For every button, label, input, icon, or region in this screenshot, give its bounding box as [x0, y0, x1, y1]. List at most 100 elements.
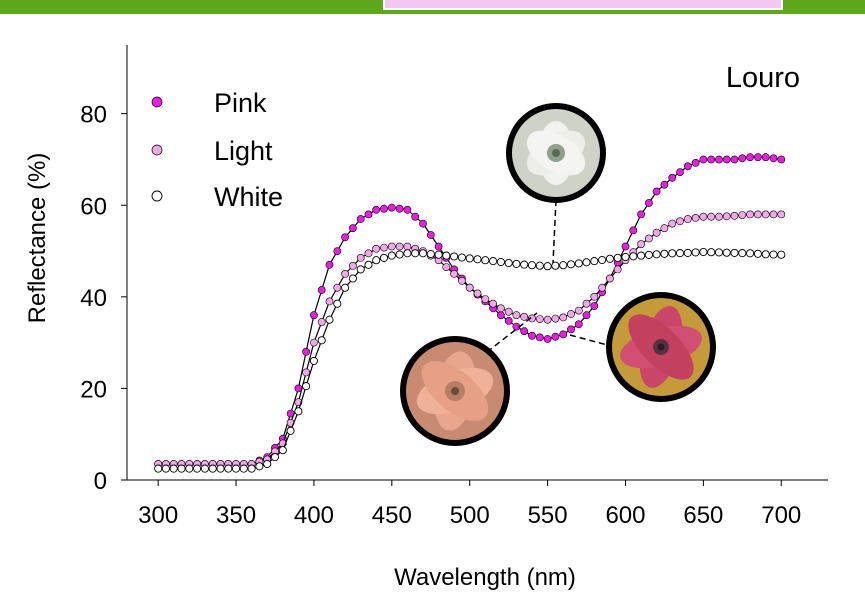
- point-white-390: [294, 407, 303, 416]
- point-white-450: [387, 251, 396, 260]
- point-light-700: [777, 210, 786, 219]
- point-white-365: [255, 462, 264, 471]
- y-tick-label-60: 60: [80, 193, 107, 220]
- flower-photo-white: [506, 103, 606, 203]
- callout-line-peach: [486, 312, 538, 353]
- x-axis-label: Wavelength (nm): [394, 564, 576, 591]
- point-pink-555: [551, 332, 560, 341]
- point-light-485: [442, 263, 451, 271]
- point-white-535: [520, 260, 529, 269]
- point-light-430: [356, 253, 365, 262]
- point-pink-430: [356, 215, 365, 223]
- point-light-615: [645, 234, 653, 243]
- x-tick-label-700: 700: [761, 502, 801, 529]
- point-white-405: [317, 336, 326, 345]
- point-pink-415: [333, 247, 342, 255]
- point-pink-600: [621, 242, 630, 251]
- point-pink-400: [309, 311, 318, 320]
- point-white-375: [270, 453, 280, 462]
- point-pink-625: [660, 180, 669, 189]
- flower-photo-peach: [400, 336, 510, 446]
- point-light-565: [567, 310, 575, 318]
- point-pink-605: [629, 226, 638, 235]
- point-light-575: [582, 299, 591, 308]
- point-white-445: [379, 253, 389, 262]
- point-light-655: [707, 212, 716, 221]
- point-white-430: [356, 265, 365, 274]
- point-pink-660: [715, 155, 723, 164]
- point-white-330: [200, 464, 209, 473]
- point-light-490: [450, 269, 458, 278]
- point-light-545: [535, 315, 544, 323]
- point-pink-615: [645, 199, 653, 207]
- point-light-395: [302, 368, 310, 377]
- point-white-560: [559, 261, 568, 270]
- point-light-590: [606, 274, 614, 283]
- point-pink-580: [590, 302, 599, 310]
- flower-photo-pink: [606, 292, 716, 402]
- point-white-570: [574, 259, 583, 268]
- point-light-560: [559, 313, 568, 322]
- point-pink-695: [769, 154, 778, 163]
- point-white-415: [333, 299, 342, 308]
- point-pink-545: [535, 333, 544, 342]
- point-pink-665: [722, 155, 731, 164]
- point-white-350: [231, 464, 241, 473]
- point-pink-435: [364, 210, 373, 219]
- point-white-615: [644, 250, 653, 259]
- point-white-695: [769, 250, 778, 259]
- point-white-475: [426, 249, 435, 259]
- point-light-445: [380, 243, 388, 252]
- point-pink-670: [730, 155, 739, 164]
- point-white-315: [177, 464, 186, 473]
- point-white-505: [473, 255, 482, 264]
- y-tick-label-40: 40: [80, 285, 107, 312]
- axes: [126, 45, 828, 481]
- callout-line-white: [552, 199, 557, 264]
- point-pink-535: [520, 327, 529, 336]
- point-light-450: [387, 242, 396, 251]
- point-white-580: [590, 257, 599, 266]
- point-pink-395: [302, 347, 310, 356]
- point-white-670: [730, 248, 739, 257]
- point-white-545: [535, 261, 544, 270]
- point-white-380: [278, 446, 287, 455]
- point-light-460: [403, 242, 412, 251]
- point-light-595: [613, 265, 622, 274]
- point-white-370: [263, 459, 272, 469]
- point-light-570: [574, 306, 583, 315]
- y-tick-label-20: 20: [80, 376, 107, 403]
- point-light-505: [473, 289, 482, 298]
- point-white-510: [481, 256, 490, 265]
- point-light-620: [652, 228, 661, 237]
- point-light-665: [722, 212, 731, 221]
- point-light-540: [528, 314, 536, 323]
- point-pink-470: [419, 219, 427, 228]
- point-pink-685: [754, 153, 762, 162]
- callout-line-pink: [569, 334, 612, 347]
- point-light-410: [325, 297, 334, 306]
- legend-label-light: Light: [214, 136, 273, 166]
- point-white-665: [722, 248, 731, 257]
- point-pink-635: [676, 168, 684, 176]
- point-white-550: [543, 262, 552, 271]
- point-white-425: [348, 274, 357, 283]
- point-pink-480: [434, 242, 443, 251]
- point-pink-560: [559, 330, 568, 339]
- point-white-455: [395, 250, 404, 259]
- legend-marker-light: [151, 144, 163, 156]
- point-white-320: [185, 464, 194, 473]
- point-light-660: [715, 212, 723, 221]
- point-pink-680: [746, 153, 754, 162]
- point-light-420: [341, 269, 349, 278]
- point-light-555: [551, 314, 560, 323]
- point-pink-460: [403, 205, 412, 214]
- point-pink-475: [426, 231, 435, 239]
- legend-label-pink: Pink: [214, 88, 267, 118]
- legend-marker-white: [151, 190, 163, 202]
- point-pink-540: [528, 331, 536, 340]
- x-tick-label-450: 450: [372, 502, 412, 529]
- point-white-335: [208, 464, 217, 473]
- point-light-500: [465, 283, 474, 292]
